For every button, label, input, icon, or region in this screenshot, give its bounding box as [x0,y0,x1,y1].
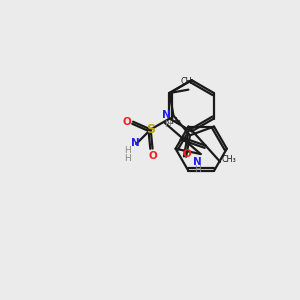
Text: N: N [162,110,171,120]
Text: O: O [182,149,191,159]
Text: CH₃: CH₃ [166,117,181,126]
Text: S: S [146,123,155,136]
Text: CH₃: CH₃ [221,155,236,164]
Text: H: H [124,154,130,163]
Text: CH₃: CH₃ [180,77,195,86]
Text: N: N [193,158,202,167]
Text: H: H [164,119,171,128]
Text: H: H [194,165,201,174]
Text: H: H [124,146,130,155]
Text: O: O [149,151,158,161]
Text: O: O [122,117,131,127]
Text: N: N [131,138,140,148]
